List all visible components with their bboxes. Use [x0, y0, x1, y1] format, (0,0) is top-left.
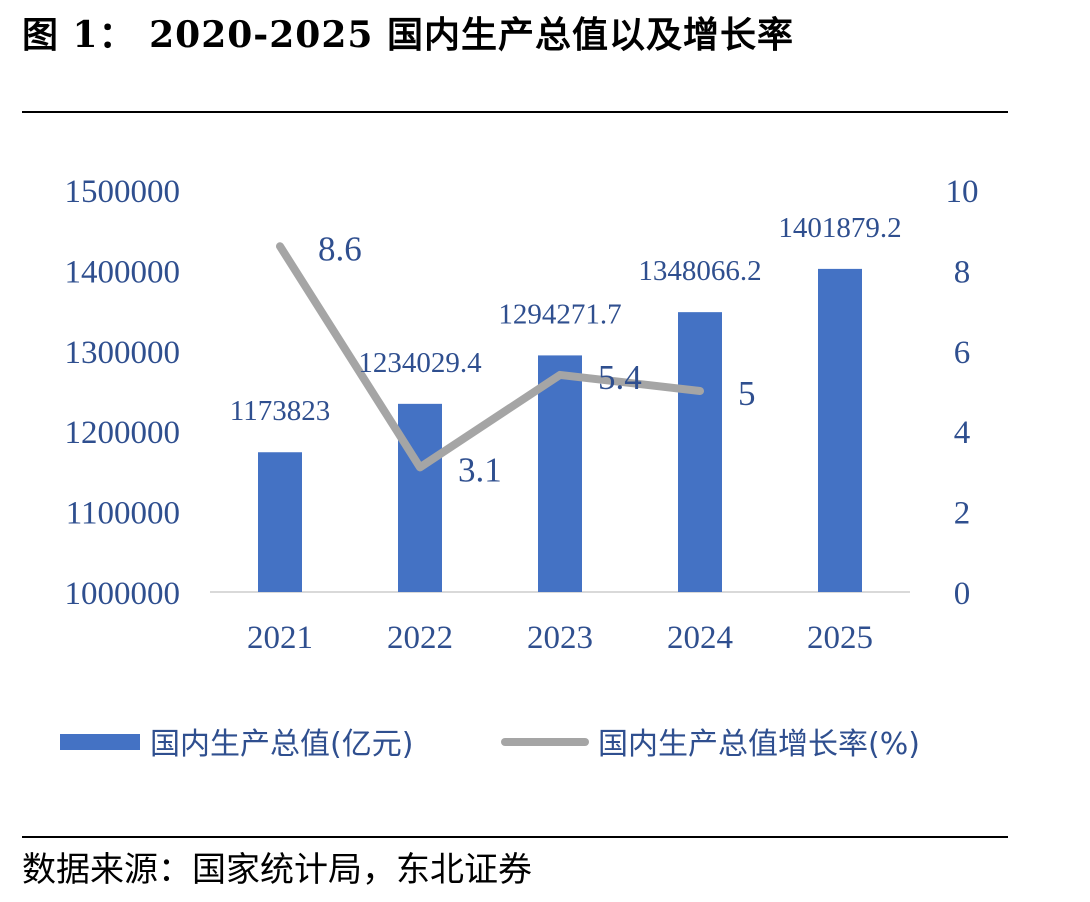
right-axis-tick-label: 8: [954, 254, 971, 290]
x-axis-tick-label: 2023: [527, 620, 593, 656]
right-axis-tick-label: 0: [954, 576, 971, 612]
bar: [258, 452, 302, 592]
left-axis-tick-label: 1400000: [65, 254, 181, 290]
line-data-labels: 8.6 3.1 5.4 5: [318, 229, 756, 489]
legend-swatch-gdp: [60, 734, 140, 750]
x-axis-tick-label: 2024: [667, 620, 733, 656]
x-axis-tick-label: 2022: [387, 620, 453, 656]
left-axis-ticks: 1000000 1100000 1200000 1300000 1400000 15000…: [65, 174, 181, 612]
bar-data-labels: 1173823 1234029.4 1294271.7 1348066.2 140187…: [230, 212, 902, 427]
legend-label-gdp: 国内生产总值(亿元): [150, 727, 413, 762]
right-axis-tick-label: 4: [954, 415, 971, 451]
left-axis-tick-label: 1200000: [65, 415, 181, 451]
left-axis-tick-label: 1300000: [65, 335, 181, 371]
x-axis-tick-label: 2021: [247, 620, 313, 656]
legend: 国内生产总值(亿元) 国内生产总值增长率(%): [60, 727, 920, 762]
bar: [538, 355, 582, 592]
right-axis-tick-label: 2: [954, 496, 971, 532]
bar-data-label: 1401879.2: [778, 212, 901, 244]
x-axis-tick-label: 2025: [807, 620, 873, 656]
left-axis-tick-label: 1000000: [65, 576, 181, 612]
bar-data-label: 1173823: [230, 395, 330, 427]
line-data-label: 8.6: [318, 229, 362, 268]
bar-data-label: 1348066.2: [638, 255, 761, 287]
x-axis-ticks: 2021 2022 2023 2024 2025: [247, 620, 873, 656]
top-rule: [22, 111, 1008, 113]
right-axis-ticks: 0 2 4 6 8 10: [946, 174, 979, 612]
line-data-label: 5.4: [598, 358, 642, 397]
left-axis-tick-label: 1500000: [65, 174, 181, 210]
growth-line: [276, 242, 704, 472]
bar-series: [258, 268, 862, 592]
bar: [818, 268, 862, 592]
line-data-label: 3.1: [458, 450, 502, 489]
line-series: [276, 242, 704, 472]
bar: [678, 312, 722, 592]
bar: [398, 403, 442, 592]
bar-data-label: 1294271.7: [498, 298, 621, 330]
bar-data-label: 1234029.4: [358, 347, 482, 379]
legend-label-growth: 国内生产总值增长率(%): [598, 727, 920, 762]
source-note: 数据来源：国家统计局，东北证券: [22, 850, 532, 890]
bottom-rule: [22, 836, 1008, 838]
left-axis-tick-label: 1100000: [66, 496, 180, 532]
chart: 1000000 1100000 1200000 1300000 1400000 15000…: [60, 174, 979, 762]
figure-title: 图 1： 2020-2025 国内生产总值以及增长率: [22, 14, 794, 56]
right-axis-tick-label: 6: [954, 335, 971, 371]
right-axis-tick-label: 10: [946, 174, 979, 210]
line-data-label: 5: [738, 374, 756, 413]
